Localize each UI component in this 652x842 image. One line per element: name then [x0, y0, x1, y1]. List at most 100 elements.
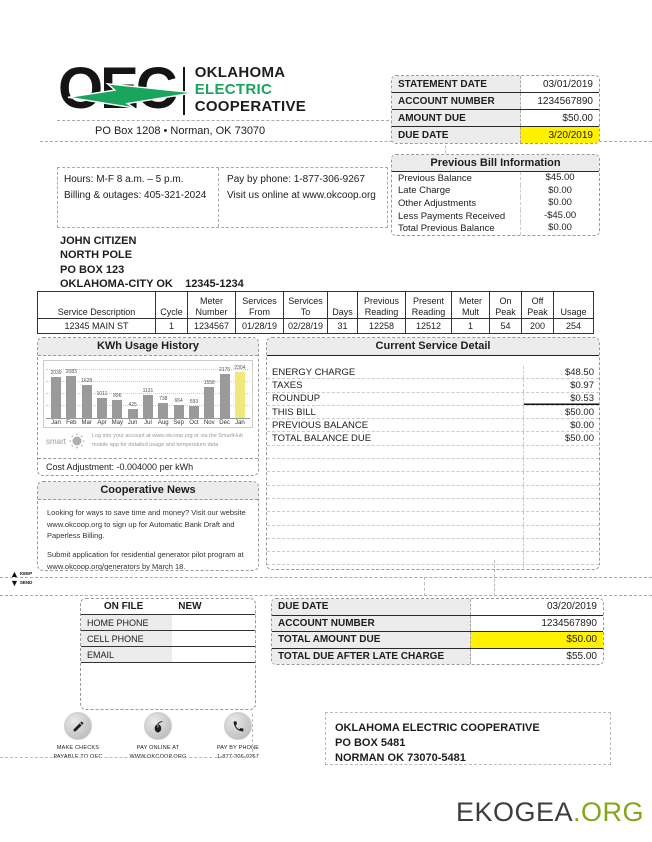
col-meter-number: Meter Number: [187, 291, 236, 319]
total-balance-due-label: TOTAL BALANCE DUE: [272, 433, 372, 445]
payment-method-online: PAY ONLINE AT WWW.OKCOOP.ORG: [120, 712, 196, 762]
due-date-value-highlighted: 3/20/2019: [520, 127, 599, 143]
logo-line-oklahoma: OKLAHOMA: [194, 64, 286, 81]
col-services-from: Services From: [235, 291, 284, 319]
service-detail-empty-row: [267, 459, 599, 473]
cell-service-description: 12345 MAIN ST: [37, 318, 156, 334]
kwh-bar-9: 593: [187, 400, 201, 418]
col-usage: Usage: [553, 291, 594, 319]
arrow-down-icon: ▼: [10, 578, 19, 588]
total-amount-due-label: TOTAL AMOUNT DUE: [272, 632, 470, 648]
kwh-month-label: Jun: [127, 420, 138, 426]
kwh-month-label: Apr: [97, 420, 107, 426]
service-detail-empty-row: [267, 445, 599, 460]
late-charge-label: Late Charge: [398, 185, 451, 197]
customer-address-2: PO BOX 123: [60, 263, 125, 276]
payment-method-label: MAKE CHECKS PAYABLE TO OEC: [53, 745, 103, 760]
news-paragraph-2: Submit application for residential gener…: [47, 549, 244, 571]
cell-days: 31: [327, 318, 358, 334]
ekogea-watermark: EKOGEA.ORG: [456, 797, 644, 828]
previous-bill-box: Previous Bill Information Previous Balan…: [391, 154, 600, 236]
kwh-month-label: May: [111, 420, 123, 426]
contact-row: CELL PHONE: [81, 631, 255, 647]
detail-row: THIS BILL $50.00: [267, 405, 599, 420]
stub-summary-row: DUE DATE 03/20/2019: [272, 599, 603, 616]
less-payments-value: -$45.00: [520, 209, 599, 223]
kwh-bar-6: 1131: [141, 389, 155, 418]
customer-address-3: OKLAHOMA-CITY OK 12345-1234: [60, 277, 244, 290]
phone-icon: [224, 712, 252, 740]
total-after-late-charge-label: TOTAL DUE AFTER LATE CHARGE: [272, 648, 470, 664]
service-detail-empty-row: [267, 565, 599, 569]
smarthub-hub-icon: [69, 433, 85, 449]
remit-company-name: OKLAHOMA ELECTRIC COOPERATIVE: [335, 722, 540, 734]
contact-update-box: ON FILE NEW HOME PHONE CELL PHONE EMAIL: [80, 598, 256, 710]
previous-bill-row: Previous Balance $45.00: [392, 172, 599, 185]
col-cycle: Cycle: [155, 291, 188, 319]
smarthub-note-text: Log into your account at www.okcoop.org …: [92, 433, 244, 449]
statement-date-label: STATEMENT DATE: [392, 76, 521, 92]
col-days: Days: [327, 291, 358, 319]
kwh-month-label: Jul: [144, 420, 152, 426]
kwh-month-label: Oct: [189, 420, 199, 426]
stub-summary-row: TOTAL DUE AFTER LATE CHARGE $55.00: [272, 648, 603, 664]
office-hours: Hours: M-F 8 a.m. – 5 p.m. Billing & out…: [58, 168, 218, 227]
cell-phone-label: CELL PHONE: [81, 631, 173, 646]
other-adjustments-value: $0.00: [520, 197, 599, 210]
fold-mark: [494, 560, 495, 596]
lightning-bolt-icon: [67, 82, 195, 109]
stub-account-number-value: 1234567890: [469, 615, 603, 631]
contact-update-header: ON FILE NEW: [81, 599, 255, 615]
contact-row: EMAIL: [81, 647, 255, 663]
service-detail-empty-row: [267, 485, 599, 499]
cell-cycle: 1: [155, 318, 188, 334]
pay-options: Pay by phone: 1-877-306-9267 Visit us on…: [218, 168, 387, 227]
payment-method-checks: MAKE CHECKS PAYABLE TO OEC: [40, 712, 116, 762]
keep-label: KEEP: [19, 571, 33, 577]
col-services-to: Services To: [283, 291, 328, 319]
customer-address-block: JOHN CITIZEN NORTH POLE PO BOX 123 OKLAH…: [60, 234, 244, 291]
service-detail-title: Current Service Detail: [267, 338, 599, 356]
company-address-line: PO Box 1208 • Norman, OK 73070: [95, 125, 266, 137]
remit-city-zip: NORMAN OK 73070-5481: [335, 751, 466, 764]
cell-meter-number: 1234567: [187, 318, 236, 334]
home-phone-label: HOME PHONE: [81, 615, 173, 630]
previous-balance-label: PREVIOUS BALANCE: [272, 419, 369, 431]
detail-row: PREVIOUS BALANCE $0.00: [267, 419, 599, 433]
service-detail-empty-row: [267, 525, 599, 539]
detail-row: ROUNDUP $0.53: [267, 392, 599, 406]
prev-balance-value: $45.00: [520, 172, 599, 185]
this-bill-value: $50.00: [522, 405, 599, 419]
visit-online-line: Visit us online at www.okcoop.org: [227, 189, 376, 201]
contact-row: HOME PHONE: [81, 615, 255, 631]
taxes-value: $0.97: [522, 379, 599, 392]
kwh-bar-4: 896: [110, 394, 124, 418]
divider-line: [40, 141, 652, 142]
kwh-bar-11: 2175: [218, 368, 232, 418]
gridline: [46, 381, 250, 382]
stub-due-date-value: 03/20/2019: [469, 599, 603, 615]
new-column-header: NEW: [178, 601, 202, 612]
kwh-bar-8: 664: [172, 399, 186, 418]
other-adjustments-label: Other Adjustments: [398, 197, 477, 209]
kwh-bar-5: 425: [126, 403, 140, 418]
late-charge-value: $0.00: [520, 184, 599, 198]
service-detail-empty-row: [267, 498, 599, 513]
on-file-column-header: ON FILE: [103, 601, 144, 612]
kwh-bar-12: 2304: [233, 366, 247, 418]
previous-bill-row: Late Charge $0.00: [392, 184, 599, 198]
statement-summary-box: STATEMENT DATE 03/01/2019 ACCOUNT NUMBER…: [391, 75, 600, 144]
remittance-address: OKLAHOMA ELECTRIC COOPERATIVE PO BOX 548…: [326, 713, 610, 766]
kwh-bar-7: 738: [156, 397, 170, 418]
service-detail-empty-row: [267, 552, 599, 566]
previous-bill-row: Other Adjustments $0.00: [392, 197, 599, 210]
previous-bill-row: Total Previous Balance $0.00: [392, 222, 599, 235]
cooperative-news-body: Looking for ways to save time and money?…: [38, 500, 258, 571]
service-detail-empty-row: [267, 472, 599, 486]
remit-po-box: PO BOX 5481: [335, 736, 406, 749]
statement-row: STATEMENT DATE 03/01/2019: [392, 76, 599, 93]
prev-balance-label: Previous Balance: [398, 172, 472, 184]
payment-method-label: PAY BY PHONE 1-877-306-9267: [216, 745, 260, 760]
col-service-description: Service Description: [37, 291, 156, 319]
kwh-bar-area: 2039 2083 1628 1011 896 425 1131 738 664 593 1558 2…: [46, 364, 250, 419]
